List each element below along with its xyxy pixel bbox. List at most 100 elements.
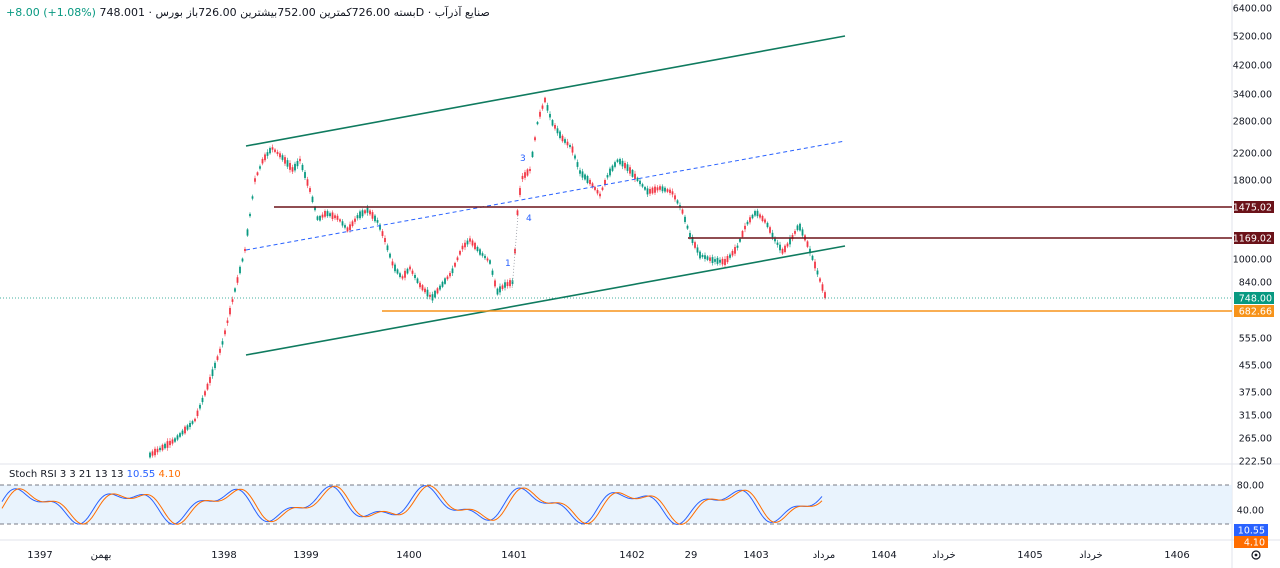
price-label-text: 748.00 [1239, 294, 1272, 305]
settings-gear-icon[interactable] [1251, 550, 1261, 560]
candle [696, 244, 699, 256]
candle [149, 451, 151, 459]
price-tick-label: 2200.00 [1233, 149, 1272, 160]
candle [539, 109, 541, 119]
candle [204, 389, 206, 397]
candle [399, 271, 401, 279]
candle [219, 346, 221, 356]
candle [781, 247, 784, 256]
candle [784, 244, 786, 254]
candle [641, 182, 644, 189]
candle [494, 278, 496, 289]
candle [156, 446, 159, 455]
candle [701, 253, 704, 259]
price-tick-label: 555.00 [1239, 334, 1272, 345]
candle [614, 160, 616, 169]
candle [789, 234, 791, 248]
candle [729, 252, 731, 260]
header-close: 748.00 [99, 6, 138, 19]
price-tick-label: 2800.00 [1233, 117, 1272, 128]
candle [436, 287, 439, 295]
candle [806, 240, 809, 249]
channel-upper-line[interactable] [245, 35, 846, 147]
candle [731, 249, 734, 258]
stoch-axis: 80.00 40.00 10.554.10 [1234, 481, 1268, 549]
candle [391, 258, 394, 269]
candle [769, 225, 771, 235]
candle [261, 157, 264, 166]
price-axis[interactable]: 6400.00 5200.00 4200.00 3400.00 2800.00 2200.… [1233, 4, 1272, 468]
candle [516, 208, 519, 217]
candle [681, 208, 684, 215]
candle [686, 224, 689, 230]
candle [619, 157, 621, 166]
candle [376, 217, 379, 226]
candle [226, 317, 229, 326]
candle [164, 442, 166, 450]
candle [629, 164, 631, 177]
candle [536, 121, 539, 126]
candle [654, 184, 656, 196]
candle [274, 148, 276, 154]
time-tick-label: خرداد [1079, 550, 1102, 561]
candle [724, 256, 726, 268]
candle [384, 235, 386, 245]
time-tick-label: 1402 [619, 550, 644, 561]
candle [306, 176, 309, 189]
candle [604, 178, 606, 187]
candle [166, 438, 169, 451]
candle [504, 279, 506, 291]
candle [666, 187, 669, 194]
candle [751, 213, 754, 220]
candle [251, 194, 254, 201]
candle [491, 268, 494, 277]
candle [479, 247, 481, 257]
candle [411, 268, 414, 276]
candle [354, 216, 356, 225]
price-label-box [1234, 292, 1274, 304]
candle [524, 169, 526, 181]
price-labels: 1475.02 1169.02 748.00 682.66 [1233, 201, 1274, 318]
candle [736, 242, 739, 251]
candle [574, 153, 576, 161]
channel-lower-line[interactable] [245, 245, 846, 356]
stoch-d-line [1, 485, 823, 525]
time-axis[interactable]: 1397 بهمن 1398 1399 1400 1401 1402 29 1403 مرداد 1… [27, 550, 1189, 561]
candle [481, 251, 484, 258]
candle [549, 111, 551, 121]
candle [646, 185, 649, 198]
header-symbol: صنایع آذرآب [434, 6, 490, 19]
candle [509, 277, 511, 289]
candle [651, 186, 654, 195]
header-change: +8.00 (+1.08%) [6, 6, 96, 19]
price-tick-label: 375.00 [1239, 388, 1272, 399]
price-label-text: 1475.02 [1233, 203, 1272, 214]
candle [556, 125, 559, 136]
candle [591, 181, 594, 189]
time-tick-label: 1397 [27, 550, 52, 561]
candle [624, 160, 626, 171]
candle [299, 155, 301, 165]
candle [749, 215, 751, 225]
candle [709, 255, 711, 264]
candle [546, 102, 549, 114]
candle [716, 256, 719, 266]
candle [699, 250, 701, 260]
candle [256, 171, 259, 177]
candle [759, 212, 761, 220]
candle [754, 209, 756, 218]
candle [304, 170, 306, 180]
candle [644, 185, 646, 191]
time-tick-label: 29 [685, 550, 698, 561]
candle [711, 254, 714, 266]
candle [199, 402, 201, 411]
candle [449, 270, 451, 279]
candle [691, 234, 694, 246]
candle [441, 280, 444, 289]
candle [396, 268, 399, 275]
time-tick-label: بهمن [91, 550, 112, 561]
candle [819, 276, 821, 284]
candle [214, 360, 216, 371]
channel-mid-line[interactable] [245, 140, 846, 251]
